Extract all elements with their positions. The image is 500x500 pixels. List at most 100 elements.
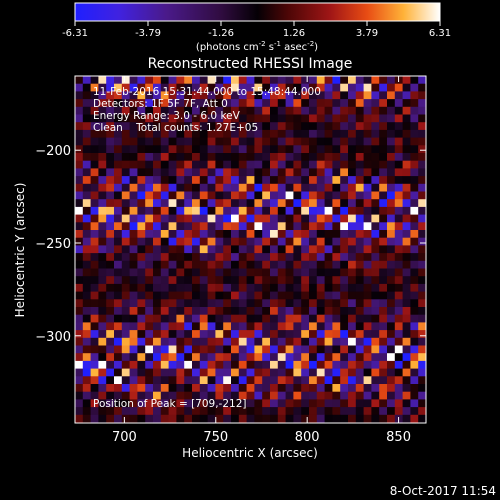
heatmap-cell <box>387 283 396 292</box>
heatmap-cell <box>418 129 426 138</box>
heatmap-cell <box>262 322 271 331</box>
heatmap-cell <box>207 360 216 369</box>
heatmap-cell <box>82 291 91 300</box>
heatmap-cell <box>160 91 169 100</box>
heatmap-cell <box>238 230 247 239</box>
heatmap-cell <box>98 384 107 393</box>
heatmap-cell <box>106 99 115 108</box>
heatmap-cell <box>340 360 349 369</box>
heatmap-cell <box>106 160 115 169</box>
heatmap-cell <box>262 399 271 408</box>
heatmap-cell <box>129 291 138 300</box>
heatmap-cell <box>394 368 403 377</box>
heatmap-cell <box>106 384 115 393</box>
heatmap-cell <box>277 360 286 369</box>
heatmap-cell <box>379 314 388 323</box>
heatmap-cell <box>176 176 185 185</box>
heatmap-cell <box>332 237 341 246</box>
heatmap-cell <box>363 176 372 185</box>
heatmap-cell <box>301 145 310 154</box>
heatmap-cell <box>402 376 411 385</box>
heatmap-cell <box>90 230 99 239</box>
heatmap-cell <box>270 106 279 115</box>
heatmap-cell <box>121 337 130 346</box>
heatmap-cell <box>340 322 349 331</box>
heatmap-cell <box>277 245 286 254</box>
heatmap-cell <box>316 299 325 308</box>
heatmap-cell <box>192 414 201 423</box>
heatmap-cell <box>293 314 302 323</box>
heatmap-cell <box>215 376 224 385</box>
heatmap-cell <box>90 314 99 323</box>
heatmap-cell <box>199 391 208 400</box>
heatmap-cell <box>371 291 380 300</box>
heatmap-cell <box>153 91 162 100</box>
heatmap-cell <box>207 245 216 254</box>
heatmap-cell <box>215 260 224 269</box>
chart-title: Reconstructed RHESSI Image <box>148 56 353 72</box>
heatmap-cell <box>309 337 318 346</box>
heatmap-cell <box>418 299 426 308</box>
heatmap-cell <box>363 168 372 177</box>
heatmap-cell <box>363 384 372 393</box>
heatmap-cell <box>410 368 419 377</box>
heatmap-cell <box>355 384 364 393</box>
heatmap-cell <box>418 337 426 346</box>
heatmap-cell <box>309 137 318 146</box>
heatmap-cell <box>184 106 193 115</box>
heatmap-cell <box>153 307 162 316</box>
heatmap-cell <box>98 114 107 123</box>
heatmap-cell <box>114 122 123 131</box>
heatmap-cell <box>90 337 99 346</box>
heatmap-cell <box>309 376 318 385</box>
heatmap-cell <box>293 160 302 169</box>
heatmap-cell <box>418 283 426 292</box>
annotation-block: 11-Feb-2016 15:31:44.000 to 15:48:44.000… <box>93 86 321 134</box>
heatmap-cell <box>316 260 325 269</box>
heatmap-cell <box>121 307 130 316</box>
heatmap-cell <box>410 122 419 131</box>
heatmap-cell <box>145 360 154 369</box>
heatmap-cell <box>371 330 380 339</box>
heatmap-cell <box>215 368 224 377</box>
heatmap-cell <box>231 337 240 346</box>
heatmap-cell <box>254 76 263 85</box>
heatmap-cell <box>98 137 107 146</box>
heatmap-cell <box>348 206 357 215</box>
heatmap-cell <box>371 137 380 146</box>
heatmap-cell <box>371 245 380 254</box>
heatmap-cell <box>355 122 364 131</box>
heatmap-cell <box>168 253 177 262</box>
heatmap-cell <box>137 337 146 346</box>
heatmap-cell <box>246 368 255 377</box>
heatmap-cell <box>176 199 185 208</box>
heatmap-cell <box>410 384 419 393</box>
heatmap-cell <box>145 260 154 269</box>
heatmap-cell <box>254 83 263 92</box>
heatmap-cell <box>324 391 333 400</box>
heatmap-cell <box>199 407 208 416</box>
x-tick-label: 850 <box>386 430 411 445</box>
heatmap-cell <box>145 206 154 215</box>
heatmap-cell <box>355 368 364 377</box>
heatmap-cell <box>340 330 349 339</box>
heatmap-cell <box>160 322 169 331</box>
heatmap-cell <box>309 330 318 339</box>
heatmap-cell <box>309 176 318 185</box>
heatmap-cell <box>394 376 403 385</box>
heatmap-cell <box>340 160 349 169</box>
heatmap-cell <box>324 337 333 346</box>
heatmap-cell <box>387 114 396 123</box>
heatmap-cell <box>90 106 99 115</box>
heatmap-cell <box>262 276 271 285</box>
heatmap-cell <box>176 137 185 146</box>
heatmap-cell <box>106 206 115 215</box>
heatmap-cell <box>98 376 107 385</box>
heatmap-cell <box>238 183 247 192</box>
heatmap-cell <box>285 253 294 262</box>
heatmap-cell <box>106 122 115 131</box>
heatmap-cell <box>285 206 294 215</box>
heatmap-cell <box>371 360 380 369</box>
heatmap-cell <box>270 137 279 146</box>
heatmap-cell <box>402 153 411 162</box>
